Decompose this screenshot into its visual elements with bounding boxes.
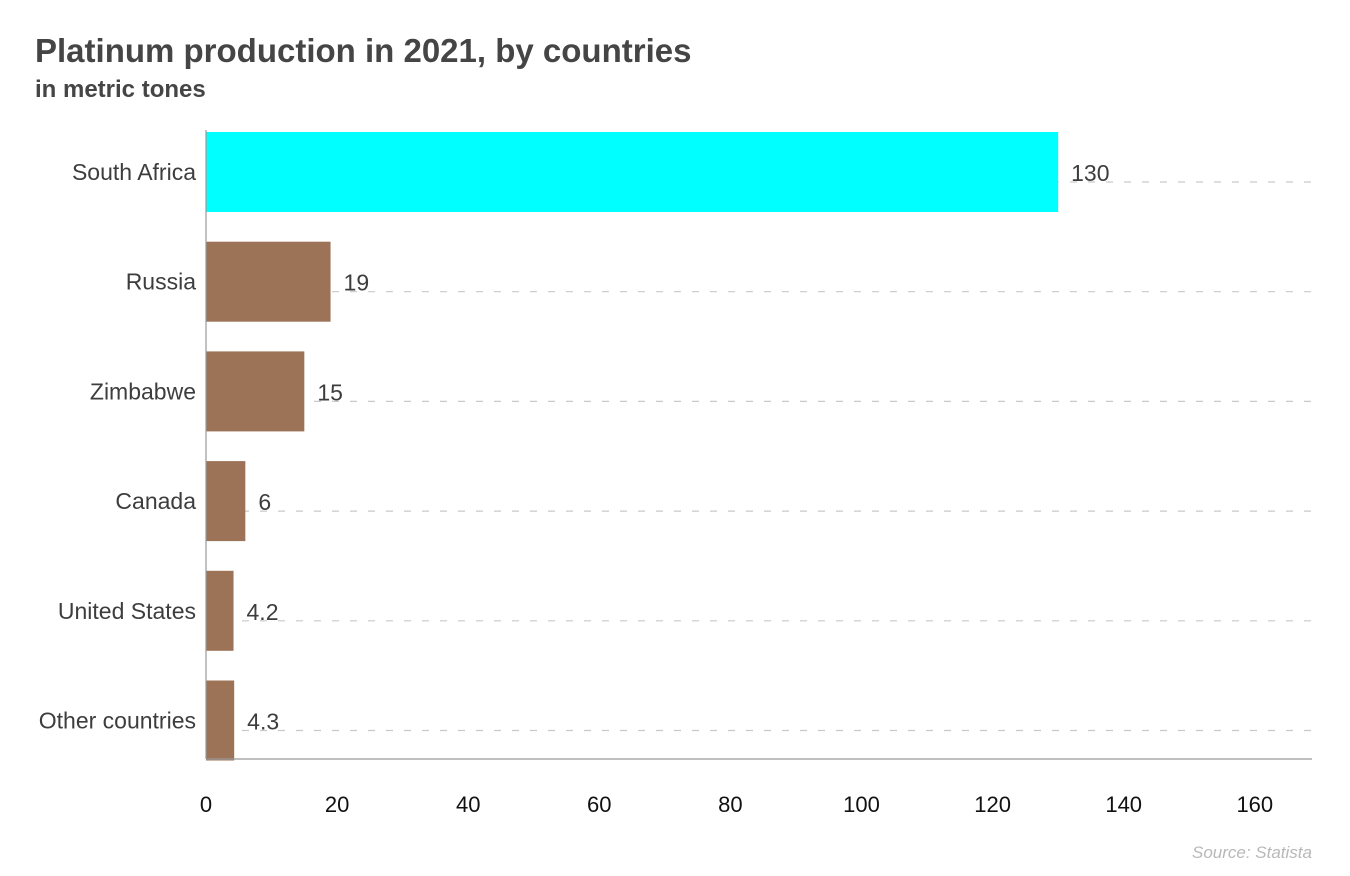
value-label: 130 bbox=[1071, 160, 1109, 186]
value-label: 15 bbox=[317, 379, 343, 405]
x-tick-label: 140 bbox=[1105, 792, 1142, 817]
x-tick-label: 40 bbox=[456, 792, 480, 817]
bar-zimbabwe bbox=[206, 351, 305, 432]
value-label: 4.2 bbox=[247, 599, 279, 625]
x-tick-label: 60 bbox=[587, 792, 611, 817]
chart-title: Platinum production in 2021, by countrie… bbox=[35, 32, 692, 69]
bar-canada bbox=[206, 461, 246, 542]
value-label: 19 bbox=[344, 270, 370, 296]
x-tick-label: 100 bbox=[843, 792, 880, 817]
value-label: 4.3 bbox=[247, 709, 279, 735]
x-tick-label: 160 bbox=[1236, 792, 1273, 817]
category-label: Zimbabwe bbox=[90, 378, 196, 404]
x-tick-label: 0 bbox=[200, 792, 212, 817]
category-label: Canada bbox=[115, 488, 196, 514]
bar-south-africa bbox=[206, 132, 1059, 212]
category-label: United States bbox=[58, 598, 196, 624]
bar-united-states bbox=[206, 570, 234, 651]
x-tick-label: 20 bbox=[325, 792, 349, 817]
value-label: 6 bbox=[258, 489, 271, 515]
category-label: Other countries bbox=[39, 708, 196, 734]
x-tick-label: 120 bbox=[974, 792, 1011, 817]
chart-subtitle: in metric tones bbox=[35, 76, 206, 103]
source-note: Source: Statista bbox=[1191, 843, 1312, 862]
x-tick-label: 80 bbox=[718, 792, 742, 817]
category-label: Russia bbox=[126, 269, 197, 295]
bar-russia bbox=[206, 241, 331, 322]
bar-other-countries bbox=[206, 680, 235, 761]
category-label: South Africa bbox=[72, 159, 196, 185]
